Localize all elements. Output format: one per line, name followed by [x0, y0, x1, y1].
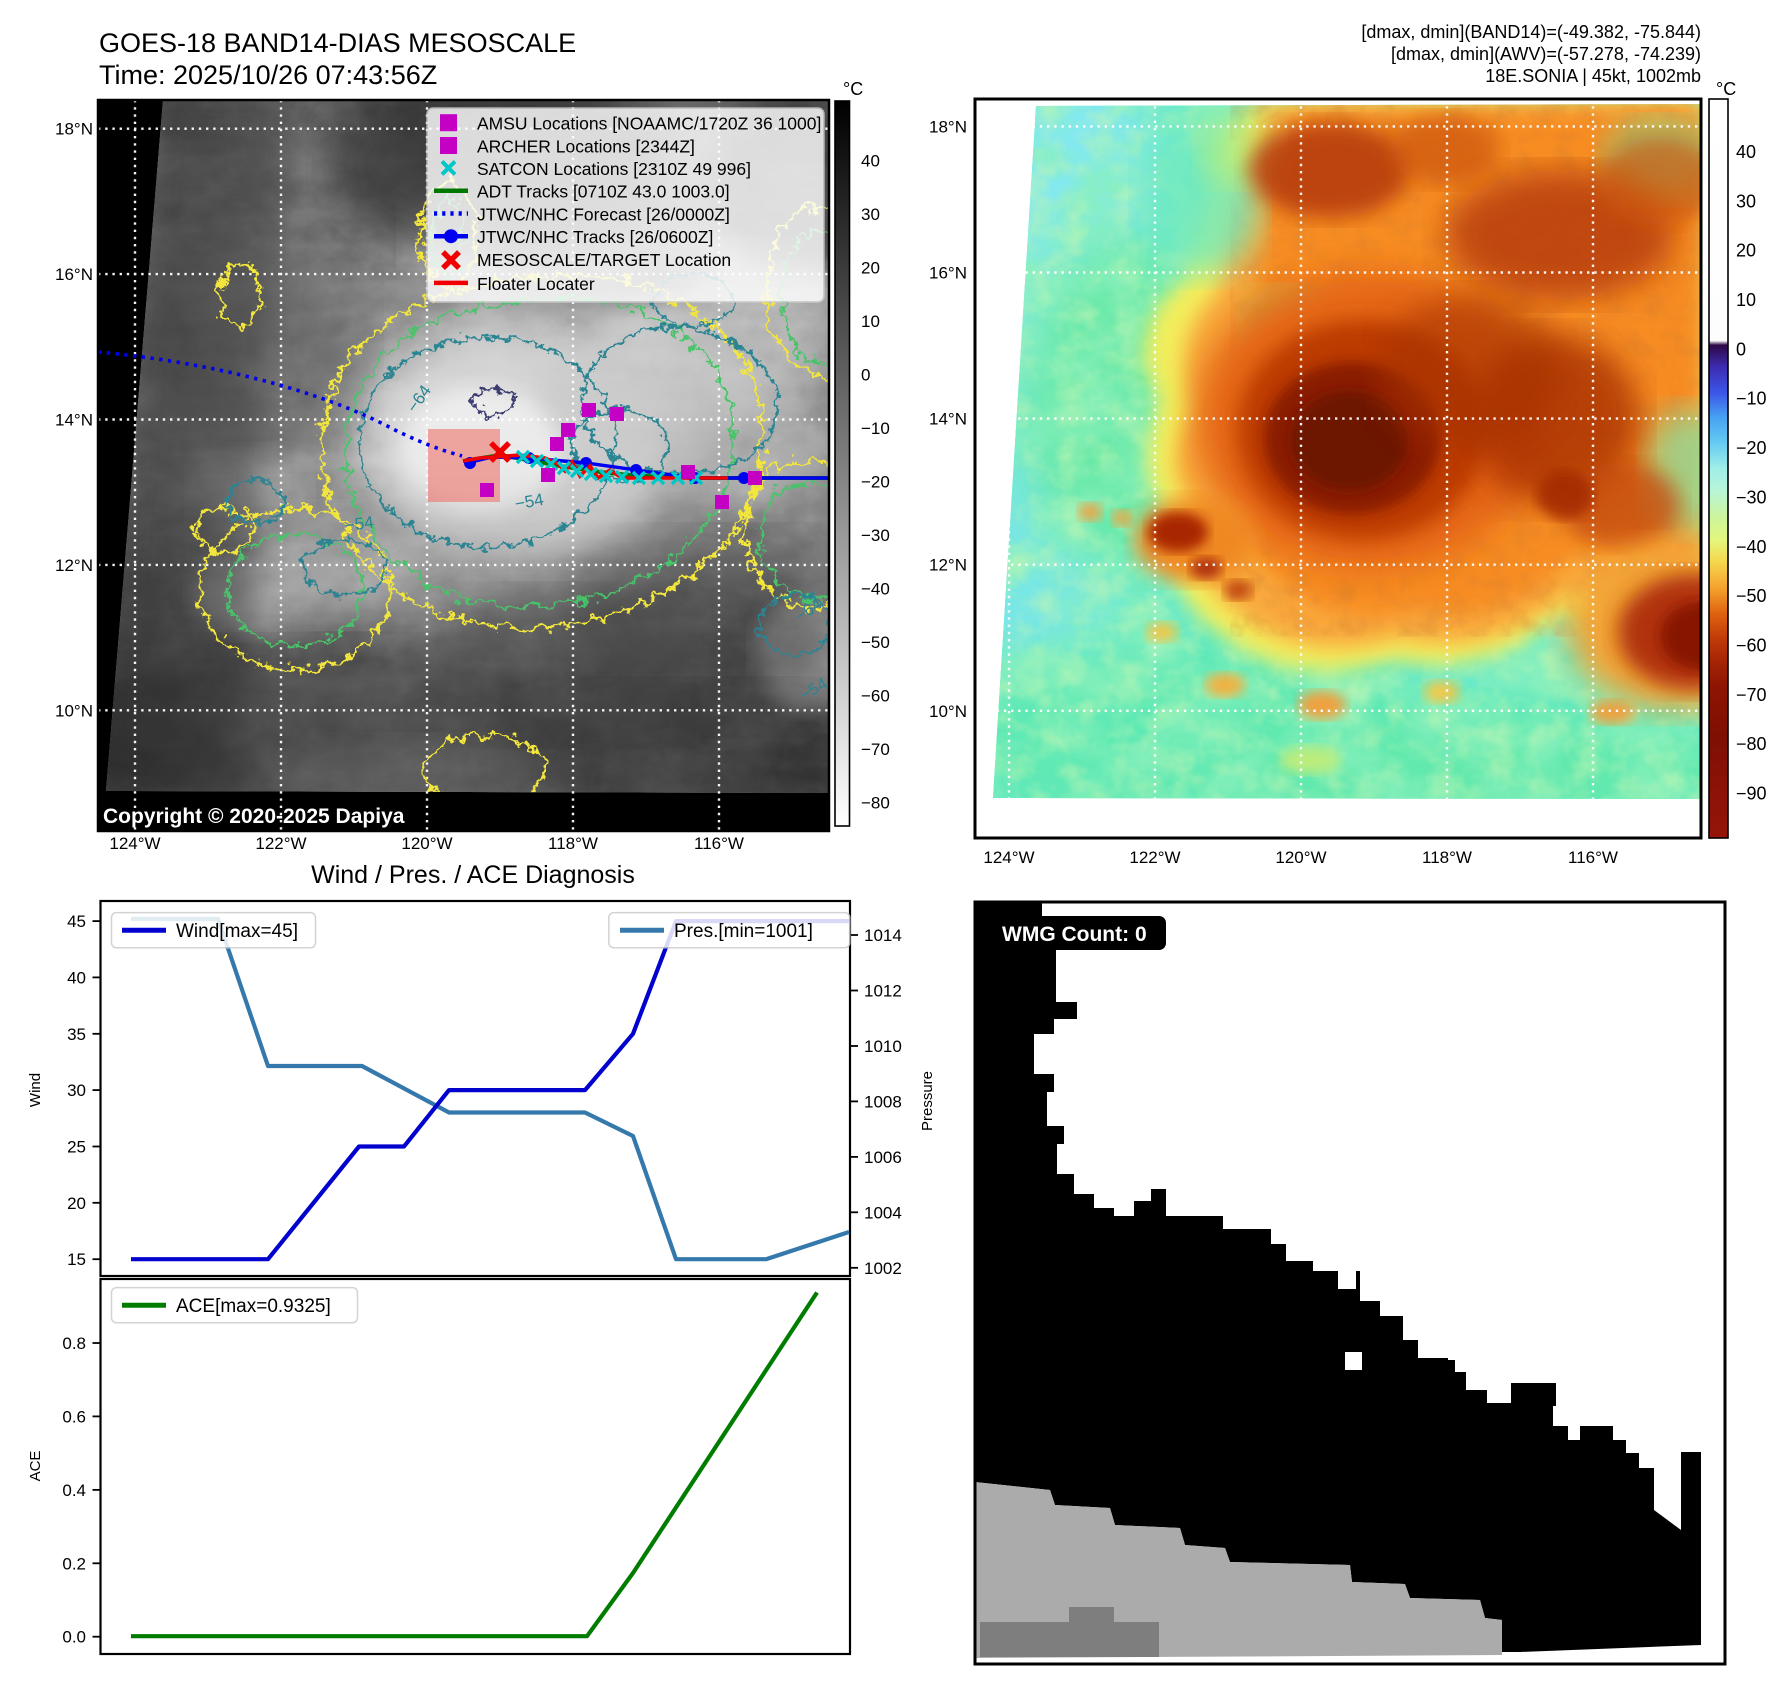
svg-text:0.6: 0.6	[62, 1407, 86, 1426]
svg-text:12°N: 12°N	[55, 556, 93, 575]
svg-text:124°W: 124°W	[983, 848, 1034, 867]
svg-text:°C: °C	[1716, 79, 1736, 99]
svg-text:1008: 1008	[864, 1092, 902, 1111]
svg-text:25: 25	[67, 1138, 86, 1157]
svg-text:JTWC/NHC Tracks [26/0600Z]: JTWC/NHC Tracks [26/0600Z]	[477, 227, 713, 247]
svg-text:20: 20	[1736, 241, 1756, 261]
svg-text:−60: −60	[1736, 636, 1767, 656]
svg-text:−80: −80	[1736, 734, 1767, 754]
svg-text:1010: 1010	[864, 1037, 902, 1056]
svg-text:Time: 2025/10/26 07:43:56Z: Time: 2025/10/26 07:43:56Z	[99, 60, 437, 90]
svg-text:0.0: 0.0	[62, 1628, 86, 1647]
svg-text:−90: −90	[1736, 784, 1767, 804]
svg-text:116°W: 116°W	[1568, 848, 1618, 867]
svg-text:−20: −20	[861, 473, 890, 492]
svg-text:−54: −54	[344, 512, 375, 535]
svg-text:0.2: 0.2	[62, 1554, 86, 1573]
svg-text:−54: −54	[513, 490, 545, 514]
svg-text:1014: 1014	[864, 926, 902, 945]
svg-text:10: 10	[861, 312, 880, 331]
svg-text:0: 0	[1736, 339, 1746, 359]
svg-text:−10: −10	[1736, 389, 1767, 409]
svg-text:1012: 1012	[864, 982, 902, 1001]
svg-text:−40: −40	[1736, 537, 1767, 557]
svg-text:10°N: 10°N	[55, 701, 93, 720]
svg-text:−70: −70	[861, 740, 890, 759]
svg-text:[dmax, dmin](BAND14)=(-49.382,: [dmax, dmin](BAND14)=(-49.382, -75.844)	[1361, 22, 1701, 42]
svg-text:−50: −50	[861, 633, 890, 652]
svg-text:122°W: 122°W	[255, 834, 306, 853]
svg-text:1004: 1004	[864, 1203, 902, 1222]
svg-text:GOES-18 BAND14-DIAS MESOSCALE: GOES-18 BAND14-DIAS MESOSCALE	[99, 28, 576, 58]
svg-text:Wind / Pres. / ACE Diagnosis: Wind / Pres. / ACE Diagnosis	[311, 861, 635, 889]
svg-text:40: 40	[861, 152, 880, 171]
svg-text:40: 40	[67, 968, 86, 987]
svg-text:[dmax, dmin](AWV)=(-57.278, -7: [dmax, dmin](AWV)=(-57.278, -74.239)	[1391, 44, 1701, 64]
svg-text:Floater Locater: Floater Locater	[477, 274, 595, 294]
svg-text:10°N: 10°N	[929, 702, 967, 721]
svg-text:ACE[max=0.9325]: ACE[max=0.9325]	[176, 1296, 331, 1317]
svg-text:−60: −60	[861, 687, 890, 706]
svg-text:−10: −10	[861, 419, 890, 438]
svg-text:Wind: Wind	[27, 1073, 44, 1107]
svg-text:118°W: 118°W	[548, 834, 598, 853]
svg-text:16°N: 16°N	[929, 264, 967, 283]
svg-text:18E.SONIA | 45kt, 1002mb: 18E.SONIA | 45kt, 1002mb	[1485, 66, 1701, 86]
svg-text:Copyright © 2020-2025 Dapiya: Copyright © 2020-2025 Dapiya	[103, 805, 405, 828]
svg-text:30: 30	[1736, 191, 1756, 211]
svg-text:−20: −20	[1736, 438, 1767, 458]
svg-text:−80: −80	[861, 793, 890, 812]
svg-text:−50: −50	[1736, 586, 1767, 606]
svg-text:120°W: 120°W	[1275, 848, 1326, 867]
svg-text:MESOSCALE/TARGET Location: MESOSCALE/TARGET Location	[477, 250, 731, 270]
svg-text:−70: −70	[1736, 685, 1767, 705]
svg-text:20: 20	[861, 259, 880, 278]
svg-text:−40: −40	[861, 580, 890, 599]
svg-text:Wind[max=45]: Wind[max=45]	[176, 921, 298, 942]
svg-text:20: 20	[67, 1194, 86, 1213]
svg-text:120°W: 120°W	[401, 834, 452, 853]
svg-text:SATCON Locations [2310Z 49 996: SATCON Locations [2310Z 49 996]	[477, 159, 751, 179]
svg-text:0: 0	[861, 366, 870, 385]
svg-text:1002: 1002	[864, 1259, 902, 1278]
svg-text:ARCHER Locations [2344Z]: ARCHER Locations [2344Z]	[477, 136, 695, 156]
svg-text:1006: 1006	[864, 1148, 902, 1167]
svg-text:124°W: 124°W	[109, 834, 160, 853]
svg-text:30: 30	[67, 1081, 86, 1100]
svg-text:18°N: 18°N	[55, 120, 93, 139]
svg-text:°C: °C	[843, 79, 863, 99]
svg-text:12°N: 12°N	[929, 556, 967, 575]
svg-text:−30: −30	[861, 526, 890, 545]
svg-text:30: 30	[861, 205, 880, 224]
svg-text:18°N: 18°N	[929, 117, 967, 136]
svg-text:0.8: 0.8	[62, 1334, 86, 1353]
svg-text:Pressure: Pressure	[919, 1071, 936, 1131]
svg-text:118°W: 118°W	[1422, 848, 1472, 867]
svg-text:10: 10	[1736, 290, 1756, 310]
svg-text:16°N: 16°N	[55, 265, 93, 284]
svg-text:WMG Count: 0: WMG Count: 0	[1002, 923, 1147, 946]
svg-text:116°W: 116°W	[694, 834, 744, 853]
svg-text:15: 15	[67, 1250, 86, 1269]
svg-text:14°N: 14°N	[55, 411, 93, 430]
svg-text:JTWC/NHC Forecast [26/0000Z]: JTWC/NHC Forecast [26/0000Z]	[477, 204, 730, 224]
svg-text:−30: −30	[1736, 487, 1767, 507]
svg-text:35: 35	[67, 1025, 86, 1044]
svg-text:AMSU Locations [NOAAMC/1720Z 3: AMSU Locations [NOAAMC/1720Z 36 1000]	[477, 114, 821, 134]
svg-text:ACE: ACE	[27, 1451, 44, 1482]
svg-text:14°N: 14°N	[929, 410, 967, 429]
svg-text:0.4: 0.4	[62, 1481, 86, 1500]
svg-text:40: 40	[1736, 142, 1756, 162]
svg-text:Pres.[min=1001]: Pres.[min=1001]	[674, 921, 813, 942]
svg-text:122°W: 122°W	[1129, 848, 1180, 867]
svg-text:45: 45	[67, 912, 86, 931]
svg-text:ADT Tracks [0710Z 43.0 1003.0]: ADT Tracks [0710Z 43.0 1003.0]	[477, 182, 730, 202]
